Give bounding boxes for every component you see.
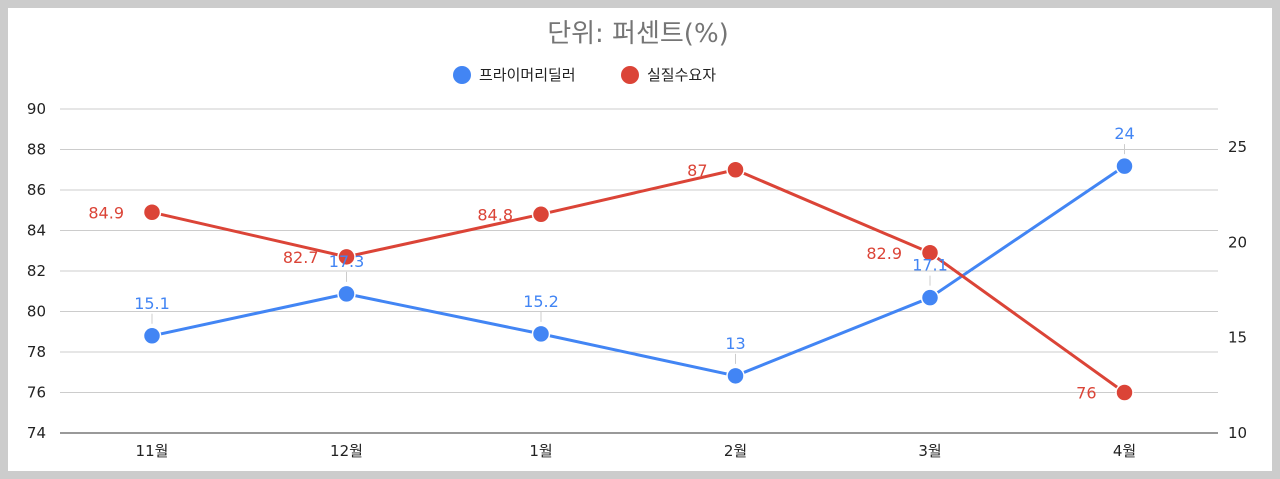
data-point [337, 247, 356, 267]
data-point [920, 288, 940, 307]
left-tick-label: 86 [27, 181, 46, 199]
right-tick-label: 25 [1228, 138, 1247, 156]
series-line [151, 168, 1126, 394]
data-point [920, 243, 940, 263]
data-point [1115, 156, 1134, 176]
data-label: 84.9 [88, 203, 124, 222]
data-point [726, 160, 745, 179]
legend-marker [621, 66, 639, 84]
data-label: 13 [725, 334, 745, 353]
data-label: 84.8 [477, 205, 513, 224]
data-label: 82.7 [283, 248, 319, 267]
grid-lines [60, 108, 1218, 434]
legend-label: 프라이머리딜러 [479, 66, 576, 84]
right-axis-ticks: 10 15 20 25 [1228, 138, 1247, 442]
data-point [142, 326, 162, 346]
data-point [726, 366, 745, 386]
data-label: 87 [687, 161, 707, 180]
right-tick-label: 10 [1228, 424, 1247, 442]
left-tick-label: 90 [27, 100, 46, 118]
x-tick-label: 12월 [330, 442, 363, 460]
data-point [337, 284, 356, 304]
series-group [142, 156, 1134, 402]
x-tick-label: 11월 [136, 442, 169, 460]
x-tick-label: 3월 [918, 442, 941, 460]
data-labels: 15.1 17.3 15.2 13 17.1 24 84.9 82.7 84.8 87 82.9 76 [88, 124, 1134, 402]
line-chart: 단위: 퍼센트(%) 프라이머리딜러 실질수요자 74 76 78 80 82 84 86 88… [27, 19, 1247, 460]
x-axis-ticks: 11월 12월 1월 2월 3월 4월 [136, 442, 1137, 460]
chart-legend: 프라이머리딜러 실질수요자 [453, 66, 716, 84]
left-tick-label: 80 [27, 303, 46, 321]
left-tick-label: 88 [27, 141, 46, 159]
data-label: 15.1 [134, 294, 170, 313]
legend-label: 실질수요자 [647, 66, 716, 84]
right-tick-label: 15 [1228, 329, 1247, 347]
left-tick-label: 84 [27, 222, 46, 240]
chart-frame: 단위: 퍼센트(%) 프라이머리딜러 실질수요자 74 76 78 80 82 84 86 88… [8, 8, 1272, 471]
data-label: 17.1 [912, 256, 948, 275]
left-tick-label: 76 [27, 384, 46, 402]
data-label: 24 [1114, 124, 1134, 143]
left-tick-label: 74 [27, 424, 46, 442]
data-label: 17.3 [329, 252, 365, 271]
data-point [531, 324, 551, 344]
data-label: 82.9 [866, 244, 902, 263]
x-tick-label: 1월 [529, 442, 552, 460]
data-label: 15.2 [523, 292, 559, 311]
legend-marker [453, 66, 471, 84]
data-point [142, 203, 162, 222]
data-label: 76 [1076, 384, 1096, 403]
left-axis-ticks: 74 76 78 80 82 84 86 88 90 [27, 100, 46, 442]
data-point [1115, 383, 1134, 402]
left-tick-label: 78 [27, 343, 46, 361]
left-tick-label: 82 [27, 262, 46, 280]
data-point [531, 205, 551, 224]
x-tick-label: 4월 [1113, 442, 1136, 460]
x-tick-label: 2월 [724, 442, 747, 460]
chart-title: 단위: 퍼센트(%) [547, 19, 729, 49]
right-tick-label: 20 [1228, 233, 1247, 251]
